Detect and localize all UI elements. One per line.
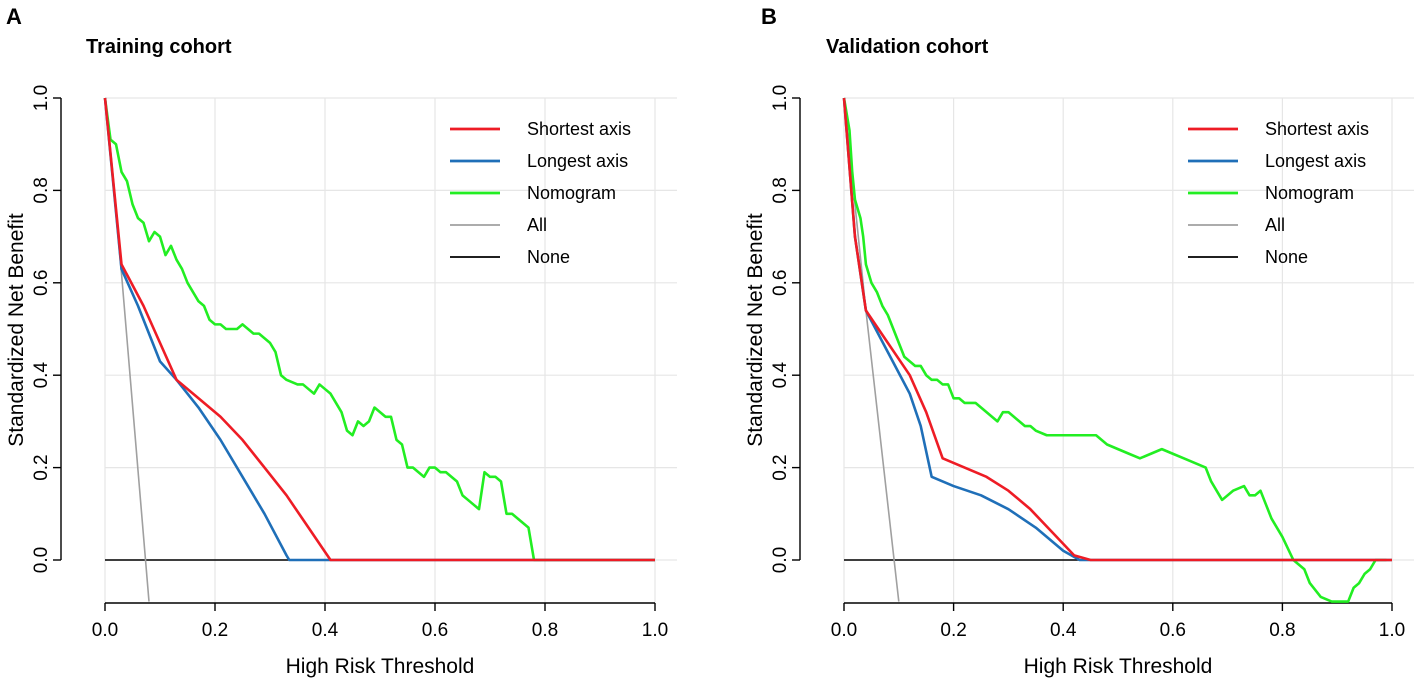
x-tick-label: 0.4 [1050, 620, 1077, 641]
series-line-shortest-axis [103, 97, 655, 562]
panel-letter: A [6, 4, 22, 29]
series-line-nomogram [842, 97, 1387, 603]
x-tick-label: 1.0 [642, 620, 668, 641]
legend-label: All [527, 215, 547, 235]
panel-a: A Training cohort 0.0 0.2 0.4 0.6 0.8 1.00.00… [5, 4, 677, 678]
x-tick-label: 0.4 [312, 620, 339, 641]
series-layer [842, 97, 1392, 603]
series-line-nomogram [103, 97, 655, 562]
panel-title: Validation cohort [826, 36, 989, 58]
x-tick-label: 1.0 [1379, 620, 1405, 641]
y-tick-label: 0.0 [770, 547, 791, 573]
x-tick-label: 0.0 [831, 620, 857, 641]
x-tick-label: 0.2 [202, 620, 228, 641]
legend-label: All [1265, 215, 1285, 235]
y-tick-label: 0.8 [31, 177, 52, 203]
legend-label: None [527, 247, 570, 267]
y-tick-label: 0.4 [770, 362, 791, 389]
y-tick-label: 1.0 [31, 85, 52, 111]
y-tick-label: 0.8 [770, 177, 791, 203]
legend: Shortest axis Longest axis Nomogram All None [1188, 119, 1369, 267]
y-tick-label: 0.6 [31, 270, 52, 296]
y-tick-label: 0.4 [31, 362, 52, 389]
legend-label: Nomogram [1265, 183, 1354, 203]
axes: 0.0 0.2 0.4 0.6 0.8 1.0 0.0 0.2 0.4 0.6 0.8 1.0 [31, 85, 668, 641]
panel-title: Training cohort [86, 36, 232, 58]
grid [843, 97, 1414, 603]
x-axis-label: High Risk Threshold [1024, 655, 1213, 678]
x-tick-label: 0.2 [940, 620, 966, 641]
panel-letter: B [761, 4, 777, 29]
y-tick-label: 0.6 [770, 270, 791, 296]
x-tick-label: 0.6 [1160, 620, 1186, 641]
legend-label: Longest axis [527, 151, 628, 171]
panel-b: B Validation cohort 0.0 0.2 0.4 0.6 0.8 1.00.… [744, 4, 1414, 678]
legend-label: Nomogram [527, 183, 616, 203]
y-tick-label: 1.0 [770, 85, 791, 111]
y-tick-label: 0.2 [31, 454, 52, 480]
series-layer [103, 97, 655, 602]
y-axis-label: Standardized Net Benefit [5, 213, 28, 447]
series-line-shortest-axis [842, 97, 1392, 562]
y-tick-label: 0.2 [770, 454, 791, 480]
legend-label: Shortest axis [1265, 119, 1369, 139]
legend-label: Longest axis [1265, 151, 1366, 171]
x-tick-label: 0.8 [532, 620, 558, 641]
series-line-longest-axis [103, 97, 655, 562]
y-axis-label: Standardized Net Benefit [744, 213, 767, 447]
x-axis-label: High Risk Threshold [286, 655, 475, 678]
grid [104, 97, 677, 603]
legend-label: Shortest axis [527, 119, 631, 139]
axes: 0.0 0.2 0.4 0.6 0.8 1.0 0.0 0.2 0.4 0.6 0.8 1.0 [770, 85, 1405, 641]
legend-label: None [1265, 247, 1308, 267]
x-tick-label: 0.6 [422, 620, 448, 641]
legend: Shortest axis Longest axis Nomogram All None [450, 119, 631, 267]
x-tick-label: 0.0 [92, 620, 118, 641]
x-tick-label: 0.8 [1269, 620, 1295, 641]
y-tick-label: 0.0 [31, 547, 52, 573]
